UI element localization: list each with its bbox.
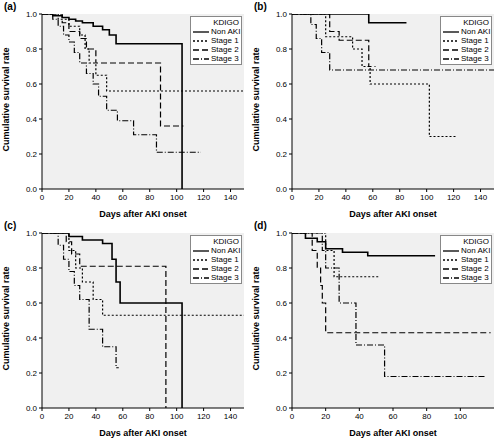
svg-text:120: 120 bbox=[197, 412, 211, 421]
svg-text:1.0: 1.0 bbox=[276, 10, 288, 19]
svg-text:0.4: 0.4 bbox=[276, 334, 288, 343]
svg-text:1.0: 1.0 bbox=[276, 229, 288, 238]
svg-text:0.6: 0.6 bbox=[276, 80, 288, 89]
svg-text:20: 20 bbox=[64, 193, 73, 202]
svg-text:0.0: 0.0 bbox=[26, 404, 38, 413]
html-text:Stage 2: Stage 2 bbox=[461, 45, 489, 54]
html-text:Stage 2: Stage 2 bbox=[211, 264, 239, 273]
svg-text:60: 60 bbox=[118, 412, 127, 421]
svg-text:60: 60 bbox=[368, 193, 377, 202]
svg-text:60: 60 bbox=[389, 412, 398, 421]
svg-text:Days after AKI onset: Days after AKI onset bbox=[99, 428, 187, 438]
svg-text:80: 80 bbox=[422, 412, 431, 421]
html-text:KDIGO: KDIGO bbox=[463, 18, 489, 27]
svg-text:1.0: 1.0 bbox=[26, 10, 38, 19]
svg-text:100: 100 bbox=[170, 412, 184, 421]
svg-text:Cumulative survival rate: Cumulative survival rate bbox=[8, 47, 11, 151]
svg-text:120: 120 bbox=[447, 193, 461, 202]
svg-text:40: 40 bbox=[91, 412, 100, 421]
svg-text:0.8: 0.8 bbox=[276, 45, 288, 54]
svg-text:0.4: 0.4 bbox=[26, 115, 38, 124]
svg-text:0.6: 0.6 bbox=[276, 299, 288, 308]
svg-text:80: 80 bbox=[395, 193, 404, 202]
html-text:KDIGO: KDIGO bbox=[463, 237, 489, 246]
svg-text:80: 80 bbox=[145, 193, 154, 202]
svg-text:80: 80 bbox=[145, 412, 154, 421]
svg-text:0.8: 0.8 bbox=[276, 264, 288, 273]
svg-text:0.2: 0.2 bbox=[26, 150, 38, 159]
svg-text:0: 0 bbox=[40, 412, 45, 421]
svg-text:0.2: 0.2 bbox=[26, 369, 38, 378]
svg-text:0.8: 0.8 bbox=[26, 45, 38, 54]
html-text:KDIGO: KDIGO bbox=[213, 237, 239, 246]
html-text:Stage 2: Stage 2 bbox=[211, 45, 239, 54]
html-text:Stage 3: Stage 3 bbox=[461, 54, 489, 63]
html-text:Stage 1: Stage 1 bbox=[211, 255, 239, 264]
svg-text:100: 100 bbox=[170, 193, 184, 202]
svg-text:140: 140 bbox=[224, 193, 238, 202]
svg-text:0.2: 0.2 bbox=[276, 150, 288, 159]
html-text:Non AKI: Non AKI bbox=[211, 246, 241, 255]
html-text:Stage 3: Stage 3 bbox=[461, 273, 489, 282]
svg-text:20: 20 bbox=[321, 412, 330, 421]
html-text:Stage 1: Stage 1 bbox=[211, 36, 239, 45]
svg-text:20: 20 bbox=[314, 193, 323, 202]
svg-text:0.4: 0.4 bbox=[26, 334, 38, 343]
svg-text:140: 140 bbox=[224, 412, 238, 421]
svg-text:1.0: 1.0 bbox=[26, 229, 38, 238]
svg-text:Days after AKI onset: Days after AKI onset bbox=[99, 209, 187, 219]
svg-text:0.4: 0.4 bbox=[276, 115, 288, 124]
svg-text:0.0: 0.0 bbox=[276, 404, 288, 413]
html-text:(c): (c) bbox=[4, 220, 17, 231]
svg-text:100: 100 bbox=[420, 193, 434, 202]
html-text:Non AKI: Non AKI bbox=[211, 27, 241, 36]
html-text:Non AKI: Non AKI bbox=[461, 246, 491, 255]
svg-text:40: 40 bbox=[355, 412, 364, 421]
svg-text:0: 0 bbox=[290, 193, 295, 202]
svg-text:0.0: 0.0 bbox=[276, 185, 288, 194]
svg-text:0: 0 bbox=[290, 412, 295, 421]
svg-text:40: 40 bbox=[341, 193, 350, 202]
html-text:Stage 2: Stage 2 bbox=[461, 264, 489, 273]
html-text:KDIGO: KDIGO bbox=[213, 18, 239, 27]
html-text:Stage 3: Stage 3 bbox=[211, 54, 239, 63]
html-text:Stage 1: Stage 1 bbox=[461, 36, 489, 45]
html-text:(a): (a) bbox=[4, 1, 17, 12]
html-text:Stage 1: Stage 1 bbox=[461, 255, 489, 264]
svg-text:0.0: 0.0 bbox=[26, 185, 38, 194]
svg-text:0: 0 bbox=[40, 193, 45, 202]
html-text:(b): (b) bbox=[254, 1, 267, 12]
svg-text:20: 20 bbox=[64, 412, 73, 421]
html-text:Non AKI: Non AKI bbox=[461, 27, 491, 36]
svg-text:140: 140 bbox=[474, 193, 488, 202]
svg-text:0.6: 0.6 bbox=[26, 299, 38, 308]
svg-text:40: 40 bbox=[91, 193, 100, 202]
html-text:(d): (d) bbox=[254, 220, 267, 231]
html-text:Stage 3: Stage 3 bbox=[211, 273, 239, 282]
svg-text:Days after AKI onset: Days after AKI onset bbox=[349, 209, 437, 219]
svg-text:Cumulative survival rate: Cumulative survival rate bbox=[251, 47, 261, 151]
svg-text:Cumulative survival rate: Cumulative survival rate bbox=[8, 266, 11, 370]
svg-text:Cumulative survival rate: Cumulative survival rate bbox=[251, 266, 261, 370]
svg-text:0.8: 0.8 bbox=[26, 264, 38, 273]
svg-text:100: 100 bbox=[454, 412, 468, 421]
svg-text:60: 60 bbox=[118, 193, 127, 202]
svg-text:0.6: 0.6 bbox=[26, 80, 38, 89]
svg-text:Days after AKI onset: Days after AKI onset bbox=[349, 428, 437, 438]
svg-text:0.2: 0.2 bbox=[276, 369, 288, 378]
svg-text:120: 120 bbox=[197, 193, 211, 202]
